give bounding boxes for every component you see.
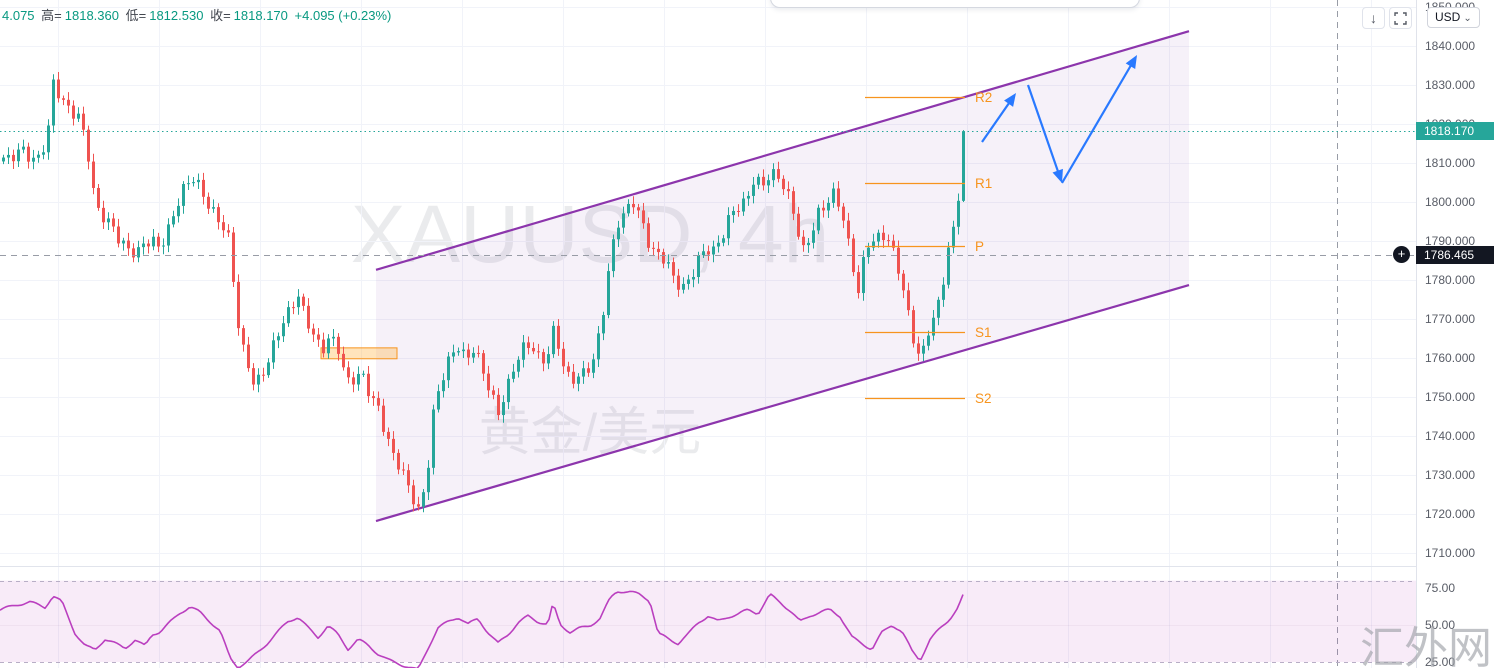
floating-toolbar[interactable] — [770, 0, 1140, 8]
price-tick: 1800.000 — [1425, 195, 1476, 209]
close-value: 1818.170 — [233, 8, 288, 23]
price-tick: 1710.000 — [1425, 546, 1476, 560]
fullscreen-icon — [1394, 12, 1407, 25]
low-value: 1812.530 — [149, 8, 204, 23]
rsi-tick: 50.00 — [1425, 618, 1456, 632]
rsi-line — [0, 590, 964, 668]
rsi-tick: 25.00 — [1425, 655, 1456, 668]
close-label: 收= — [210, 8, 231, 23]
fullscreen-button[interactable] — [1389, 7, 1412, 29]
highlight-zone[interactable] — [320, 347, 398, 360]
crosshair-price-badge: 1786.465 — [1416, 245, 1494, 264]
price-tick: 1720.000 — [1425, 507, 1476, 521]
price-tick: 1770.000 — [1425, 312, 1476, 326]
open-value: 4.075 — [2, 8, 35, 23]
low-label: 低= — [125, 8, 147, 23]
add-alert-plus-icon[interactable]: + — [1393, 246, 1410, 264]
last-price-badge: 1818.170 — [1416, 122, 1494, 141]
price-tick: 1790.000 — [1425, 234, 1476, 248]
price-tick: 1840.000 — [1425, 39, 1476, 53]
candlestick-series — [2, 71, 965, 513]
price-tick: 1730.000 — [1425, 468, 1476, 482]
pivot-label-p: P — [975, 239, 984, 254]
price-tick: 1810.000 — [1425, 156, 1476, 170]
pivot-label-s1: S1 — [975, 325, 992, 340]
rsi-tick: 75.00 — [1425, 581, 1456, 595]
download-button[interactable]: ↓ — [1362, 7, 1385, 29]
high-label: 高= — [41, 8, 62, 23]
price-tick: 1780.000 — [1425, 273, 1476, 287]
pivot-levels[interactable]: R2 R1 P S1 S2 — [865, 90, 992, 406]
pivot-label-r1: R1 — [975, 176, 992, 191]
chart-canvas[interactable]: R2 R1 P S1 S2 — [0, 0, 1416, 668]
projection-arrows[interactable] — [981, 55, 1137, 184]
price-tick: 1760.000 — [1425, 351, 1476, 365]
rsi-pane — [0, 580, 1416, 668]
price-tick: 1750.000 — [1425, 390, 1476, 404]
currency-label: USD — [1435, 10, 1461, 24]
chevron-down-icon: ⌄ — [1463, 13, 1472, 24]
price-tick: 1740.000 — [1425, 429, 1476, 443]
high-value: 1818.360 — [64, 8, 119, 23]
currency-selector[interactable]: USD ⌄ — [1427, 7, 1480, 28]
pivot-label-s2: S2 — [975, 391, 992, 406]
download-icon: ↓ — [1370, 10, 1377, 26]
change-value: +4.095 (+0.23%) — [294, 8, 392, 23]
ohlc-info-bar: 4.075 高= 1818.360 低= 1812.530 收= 1818.170 +… — [2, 5, 394, 24]
price-axis[interactable]: 1850.0001840.0001830.0001820.0001810.000… — [1416, 0, 1494, 668]
price-tick: 1830.000 — [1425, 78, 1476, 92]
pivot-label-r2: R2 — [975, 90, 992, 105]
trend-channel[interactable] — [375, 30, 1190, 523]
grid — [0, 0, 1416, 668]
